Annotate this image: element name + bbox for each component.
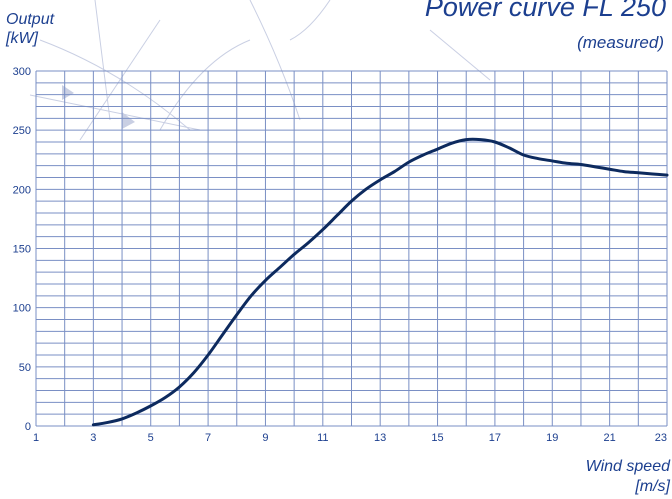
chart-title: Power curve FL 250	[424, 0, 666, 22]
x-tick-label: 5	[148, 432, 154, 444]
x-tick-label: 11	[317, 432, 328, 444]
compass-watermark	[29, 0, 491, 141]
compass-triangle-left	[62, 85, 74, 100]
x-tick-labels: 1 3 5 7 9 11 13 15 17 19 21 23	[33, 432, 667, 444]
x-tick-label: 15	[431, 432, 443, 444]
x-tick-label: 23	[655, 432, 667, 444]
x-tick-label: 1	[33, 432, 39, 444]
y-tick-label: 200	[13, 184, 31, 196]
y-tick-label: 100	[13, 303, 31, 315]
x-tick-label: 9	[262, 432, 268, 444]
y-tick-label: 300	[13, 66, 31, 78]
x-tick-label: 17	[489, 432, 501, 444]
x-axis-label-title: Wind speed	[585, 458, 670, 475]
y-axis-label-unit: [kW]	[6, 30, 38, 47]
y-axis-label-title: Output	[6, 11, 55, 28]
y-tick-labels: 0 50 100 150 200 250 300	[13, 66, 31, 433]
x-tick-label: 19	[546, 432, 558, 444]
y-tick-label: 150	[13, 244, 31, 256]
compass-triangle-right	[122, 112, 135, 129]
plot-grid	[35, 70, 668, 427]
y-tick-label: 250	[13, 125, 31, 137]
x-tick-label: 3	[90, 432, 96, 444]
x-axis-label-unit: [m/s]	[635, 478, 670, 495]
power-curve-line	[91, 137, 669, 427]
x-tick-label: 7	[205, 432, 211, 444]
y-tick-label: 50	[19, 362, 31, 374]
x-tick-label: 13	[374, 432, 386, 444]
y-axis-label: Output [kW]	[6, 10, 54, 48]
chart-subtitle: (measured)	[577, 33, 664, 52]
y-tick-label: 0	[25, 421, 31, 433]
x-tick-label: 21	[604, 432, 616, 444]
x-axis-label: Wind speed [m/s]	[586, 457, 670, 497]
